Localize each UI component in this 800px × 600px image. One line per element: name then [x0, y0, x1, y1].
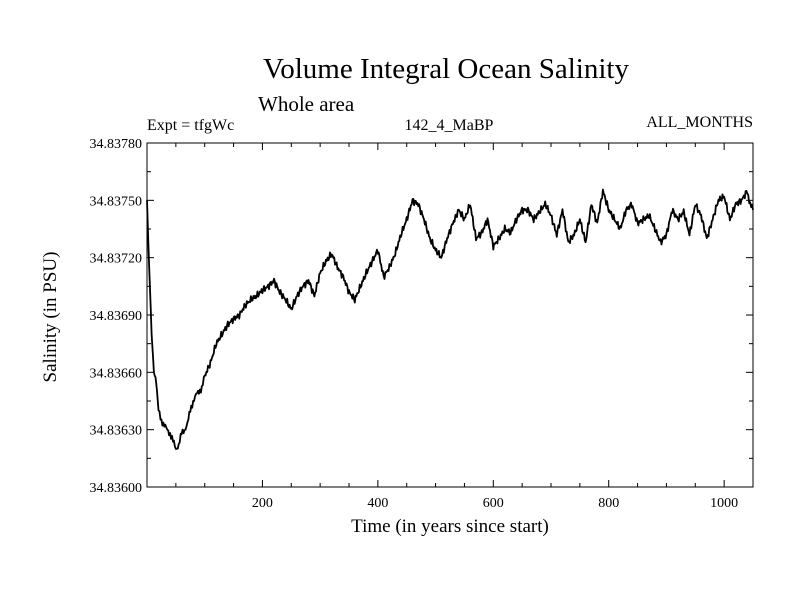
axis-ticks: 200 400 600 800 1000 34.83600 34.83630 34.83660…	[90, 137, 753, 511]
experiment-label: Expt = tfgWc	[147, 117, 235, 134]
y-tick-label: 34.83630	[90, 424, 143, 439]
y-tick-label: 34.83660	[90, 366, 143, 381]
y-tick-label: 34.83720	[90, 252, 143, 267]
chart-subtitle: Whole area	[258, 92, 355, 116]
months-label: ALL_MONTHS	[646, 114, 753, 131]
x-tick-label: 800	[598, 496, 619, 511]
x-tick-label: 1000	[710, 496, 738, 511]
x-axis-label: Time (in years since start)	[351, 516, 549, 537]
x-tick-label: 200	[252, 496, 273, 511]
y-tick-label: 34.83600	[90, 481, 143, 496]
x-tick-label: 600	[483, 496, 504, 511]
plot-frame	[146, 142, 754, 488]
series-line-salinity	[146, 188, 754, 450]
x-tick-label: 400	[367, 496, 388, 511]
y-tick-label: 34.83750	[90, 194, 143, 209]
y-tick-label: 34.83780	[90, 137, 143, 152]
chart-title: Volume Integral Ocean Salinity	[263, 53, 629, 85]
run-label: 142_4_MaBP	[404, 117, 494, 134]
y-tick-label: 34.83690	[90, 309, 143, 324]
series-layer	[146, 188, 754, 450]
